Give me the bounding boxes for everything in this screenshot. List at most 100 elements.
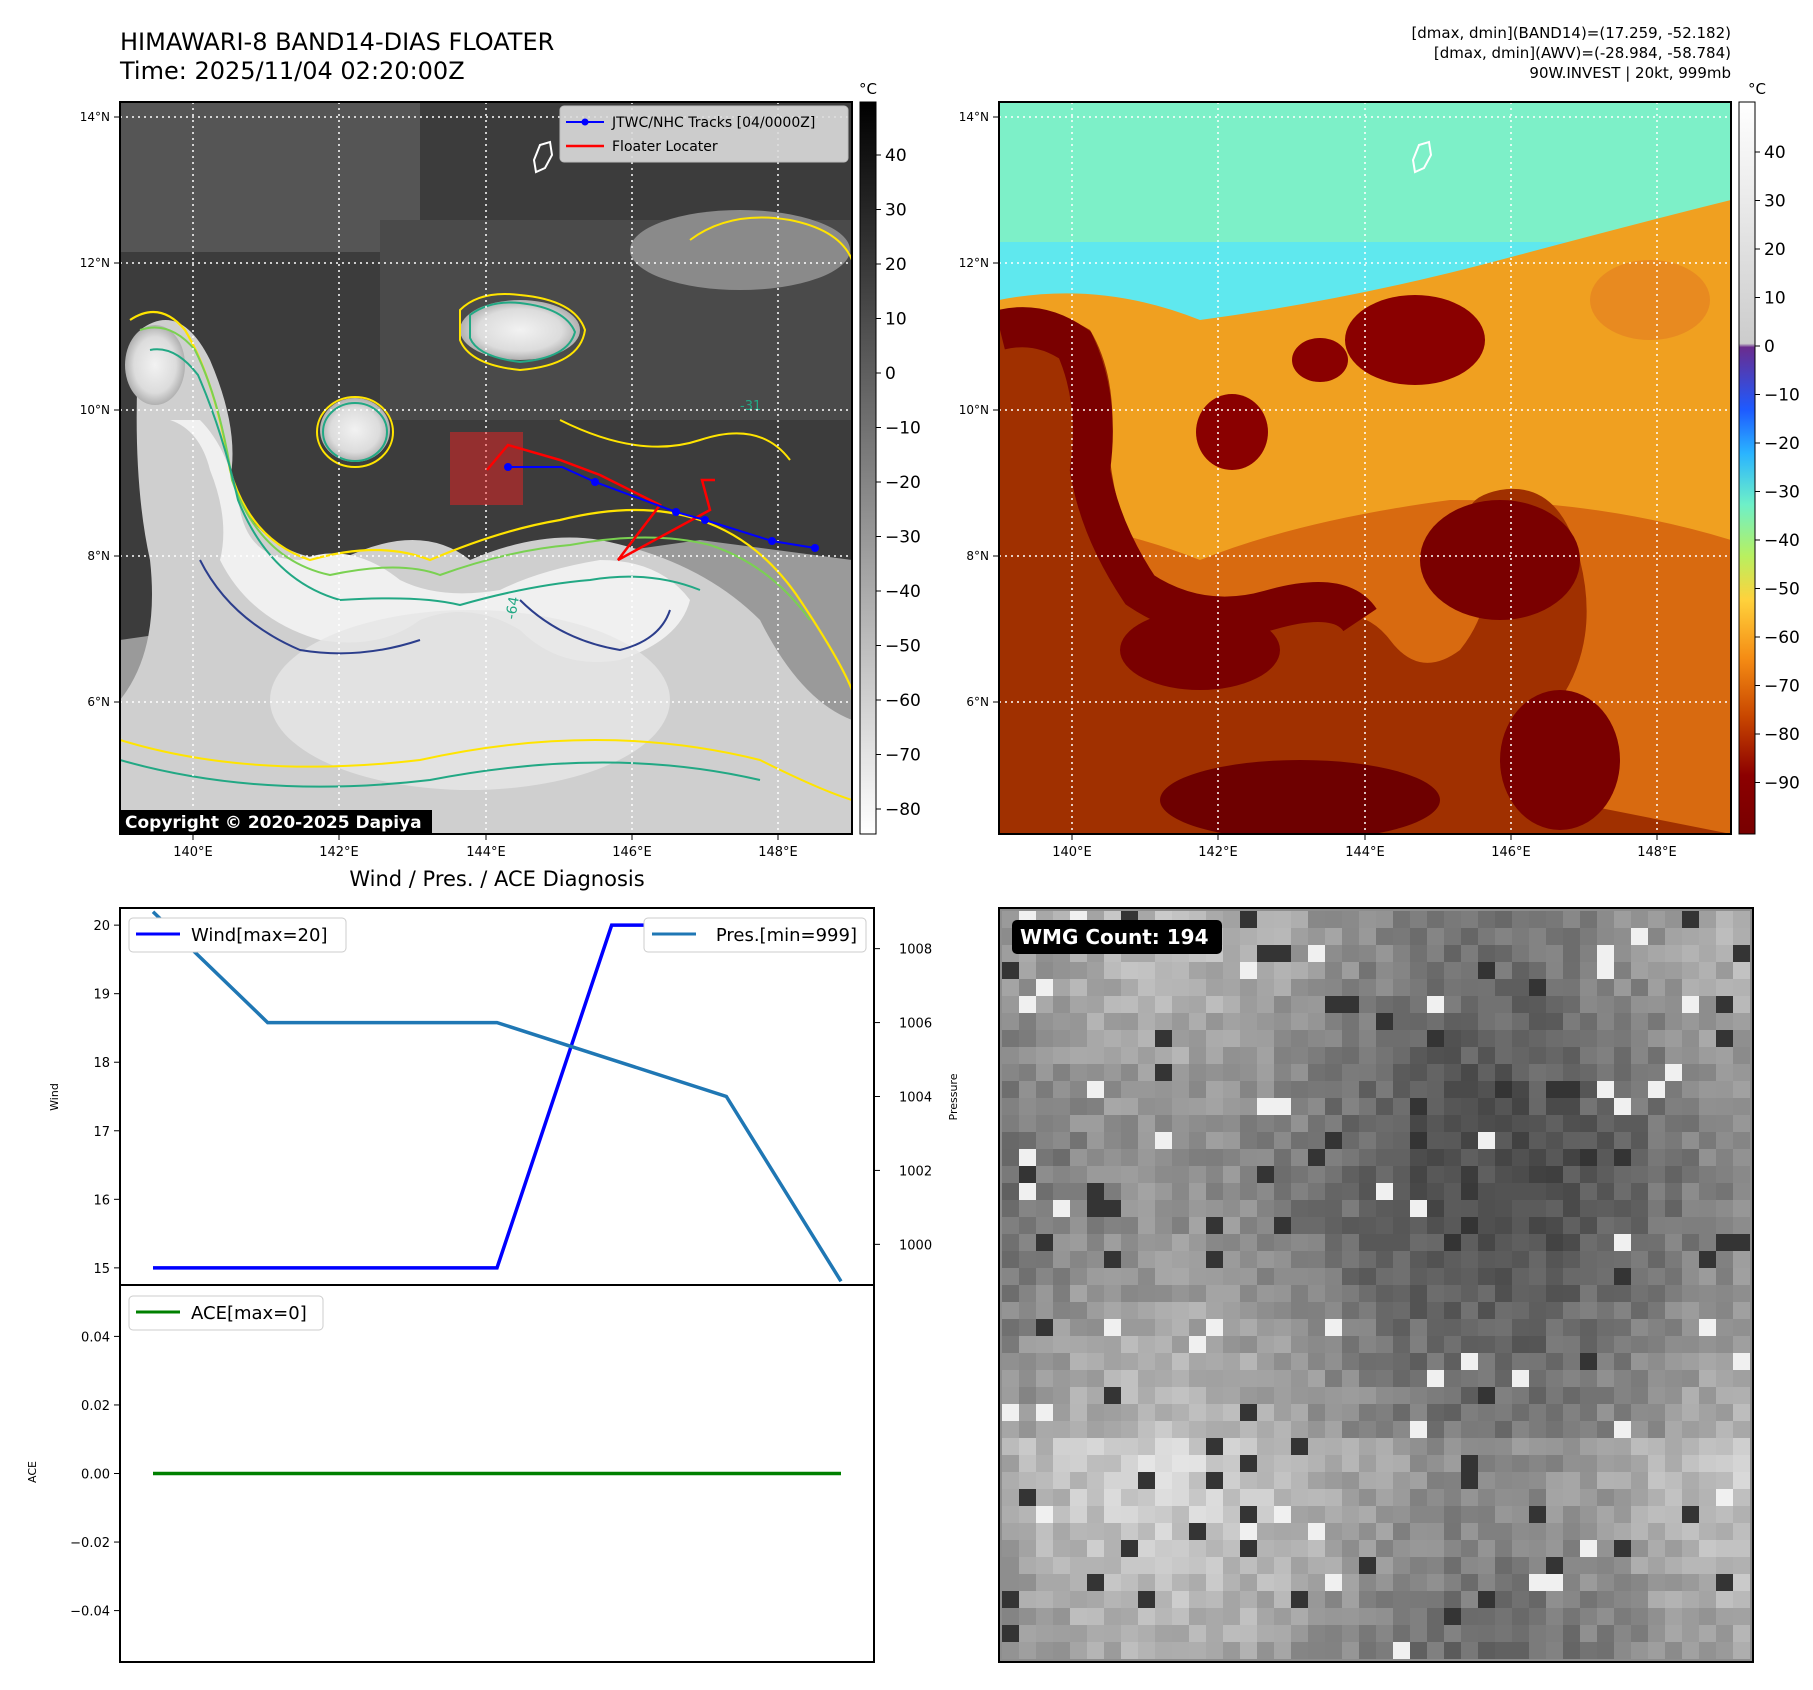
colorbar-unit: °C <box>859 80 877 98</box>
wmg-panel: WMG Count: 194 <box>998 907 1754 1663</box>
island-outline <box>532 140 554 174</box>
island-outline <box>1411 140 1433 174</box>
lat-tick-label: 8°N <box>966 549 989 563</box>
track-point <box>768 537 776 545</box>
pressure-tick-label: 1000 <box>899 1238 932 1253</box>
ace-tick-label: −0.02 <box>70 1536 110 1551</box>
legend-floater: Floater Locater <box>612 139 718 155</box>
colorbar-tick-label: −10 <box>1764 386 1800 406</box>
track-point <box>591 478 599 486</box>
info-band14: [dmax, dmin](BAND14)=(17.259, -52.182) <box>1411 24 1731 42</box>
lon-tick-label: 142°E <box>1198 845 1238 860</box>
ace-tick-label: 0.04 <box>81 1330 110 1345</box>
lon-tick-label: 146°E <box>612 845 652 860</box>
pressure-tick-label: 1002 <box>899 1164 932 1179</box>
colorbar-tick-label: −90 <box>1764 774 1800 794</box>
copyright: Copyright © 2020-2025 Dapiya <box>125 813 422 833</box>
ace-tick-label: 0.00 <box>81 1468 110 1483</box>
colorbar-tick-label: −40 <box>885 582 921 602</box>
colorbar-tick-label: 20 <box>885 255 907 275</box>
ir-map: -31 -64 J <box>80 101 853 860</box>
wind-ylabel: Wind <box>48 1083 61 1111</box>
copyright-box <box>120 810 432 834</box>
contour-label: -31 <box>740 399 761 414</box>
ace-ylabel: ACE <box>26 1461 39 1483</box>
lon-tick-label: 140°E <box>173 845 213 860</box>
lon-tick-label: 148°E <box>1637 845 1677 860</box>
wind-tick-label: 20 <box>93 919 110 934</box>
colorbar-tick-label: −70 <box>885 746 921 766</box>
colorbar-tick-label: −20 <box>1764 434 1800 454</box>
colorbar-tick-label: −10 <box>885 419 921 439</box>
lon-tick-label: 146°E <box>1491 845 1531 860</box>
colorbar-tick-label: 10 <box>885 310 907 330</box>
ace-tick-label: 0.02 <box>81 1399 110 1414</box>
diagnosis-title: Wind / Pres. / ACE Diagnosis <box>349 867 644 891</box>
figure-title: HIMAWARI-8 BAND14-DIAS FLOATER <box>120 28 554 56</box>
cloud-core <box>170 420 690 662</box>
ace-plot: ACE 0.04 0.02 0.00 −0.02 −0.04 ACE[max=0] <box>26 1284 875 1663</box>
colorbar-tick-label: −30 <box>1764 483 1800 503</box>
lon-tick-label: 148°E <box>758 845 798 860</box>
lon-tick-label: 144°E <box>1345 845 1385 860</box>
ace-tick-label: −0.04 <box>70 1605 110 1620</box>
colorbar-tick-label: −80 <box>1764 725 1800 745</box>
lon-tick-label: 140°E <box>1052 845 1092 860</box>
lat-tick-label: 12°N <box>80 256 110 270</box>
track-point <box>672 508 680 516</box>
colorbar-tick-label: −30 <box>885 528 921 548</box>
colorbar-tick-label: −40 <box>1764 531 1800 551</box>
lon-tick-label: 144°E <box>466 845 506 860</box>
pressure-tick-label: 1008 <box>899 943 932 958</box>
pressure-legend: Pres.[min=999] <box>643 917 867 953</box>
colorbar-unit: °C <box>1748 80 1766 98</box>
lat-tick-label: 14°N <box>959 110 989 124</box>
colorbar-tick-label: −50 <box>885 637 921 657</box>
ace-legend-label: ACE[max=0] <box>191 1303 307 1324</box>
colorbar-tick-label: −60 <box>885 691 921 711</box>
lat-tick-label: 10°N <box>959 403 989 417</box>
pressure-series-line <box>151 910 843 1283</box>
wind-pres-plot: Wind Pressure 20 19 18 17 16 15 1008 1006 1004 1… <box>48 907 960 1286</box>
awv-colorbar: °C 40 30 20 10 0 −10 −20 −30 −40 −50 −60 −70 −80 −90 <box>1738 80 1800 835</box>
floater-locater-line <box>486 443 715 562</box>
ace-legend: ACE[max=0] <box>128 1295 324 1331</box>
colorbar-tick-label: 30 <box>1764 192 1786 212</box>
awv-map: 140°E 142°E 144°E 146°E 148°E 14°N 12°N 10°N 8°… <box>959 101 1732 860</box>
info-storm: 90W.INVEST | 20kt, 999mb <box>1529 64 1731 82</box>
lat-tick-label: 8°N <box>87 549 110 563</box>
colorbar-tick-label: 0 <box>1764 337 1775 357</box>
wind-legend-label: Wind[max=20] <box>191 925 328 946</box>
lat-tick-label: 10°N <box>80 403 110 417</box>
lat-tick-label: 14°N <box>80 110 110 124</box>
ir-colorbar: °C 40 30 20 10 0 −10 −20 −30 −40 −50 −60 −70 −80 <box>859 80 921 835</box>
pressure-tick-label: 1004 <box>899 1091 932 1106</box>
colorbar-tick-label: 30 <box>885 201 907 221</box>
lon-tick-label: 142°E <box>319 845 359 860</box>
floater-box <box>450 432 523 505</box>
wind-tick-label: 15 <box>93 1262 110 1277</box>
figure-time: Time: 2025/11/04 02:20:00Z <box>119 57 465 85</box>
colorbar-tick-label: −20 <box>885 473 921 493</box>
wind-legend: Wind[max=20] <box>128 917 347 953</box>
legend-tracks: JTWC/NHC Tracks [04/0000Z] <box>611 115 815 131</box>
track-point <box>504 463 512 471</box>
lat-tick-label: 6°N <box>966 695 989 709</box>
track-point <box>811 544 819 552</box>
map-legend: JTWC/NHC Tracks [04/0000Z] Floater Locat… <box>559 105 849 163</box>
pressure-legend-label: Pres.[min=999] <box>716 925 857 946</box>
wmg-count: WMG Count: 194 <box>1020 925 1209 949</box>
wmg-count-box <box>1012 920 1222 954</box>
wind-tick-label: 19 <box>93 988 110 1003</box>
colorbar-tick-label: −80 <box>885 800 921 820</box>
colorbar-tick-label: −50 <box>1764 580 1800 600</box>
colorbar-tick-label: 10 <box>1764 289 1786 309</box>
wind-tick-label: 17 <box>93 1125 110 1140</box>
lat-tick-label: 12°N <box>959 256 989 270</box>
info-awv: [dmax, dmin](AWV)=(-28.984, -58.784) <box>1434 44 1731 62</box>
pressure-ylabel: Pressure <box>947 1073 960 1120</box>
colorbar-tick-label: 20 <box>1764 240 1786 260</box>
colorbar-tick-label: −70 <box>1764 677 1800 697</box>
colorbar-tick-label: 40 <box>885 146 907 166</box>
